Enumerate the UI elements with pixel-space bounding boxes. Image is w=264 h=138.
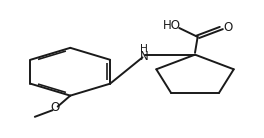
Text: O: O — [50, 101, 59, 114]
Text: O: O — [223, 21, 233, 34]
Text: N: N — [139, 50, 148, 63]
Text: HO: HO — [162, 19, 180, 32]
Text: H: H — [140, 44, 148, 54]
